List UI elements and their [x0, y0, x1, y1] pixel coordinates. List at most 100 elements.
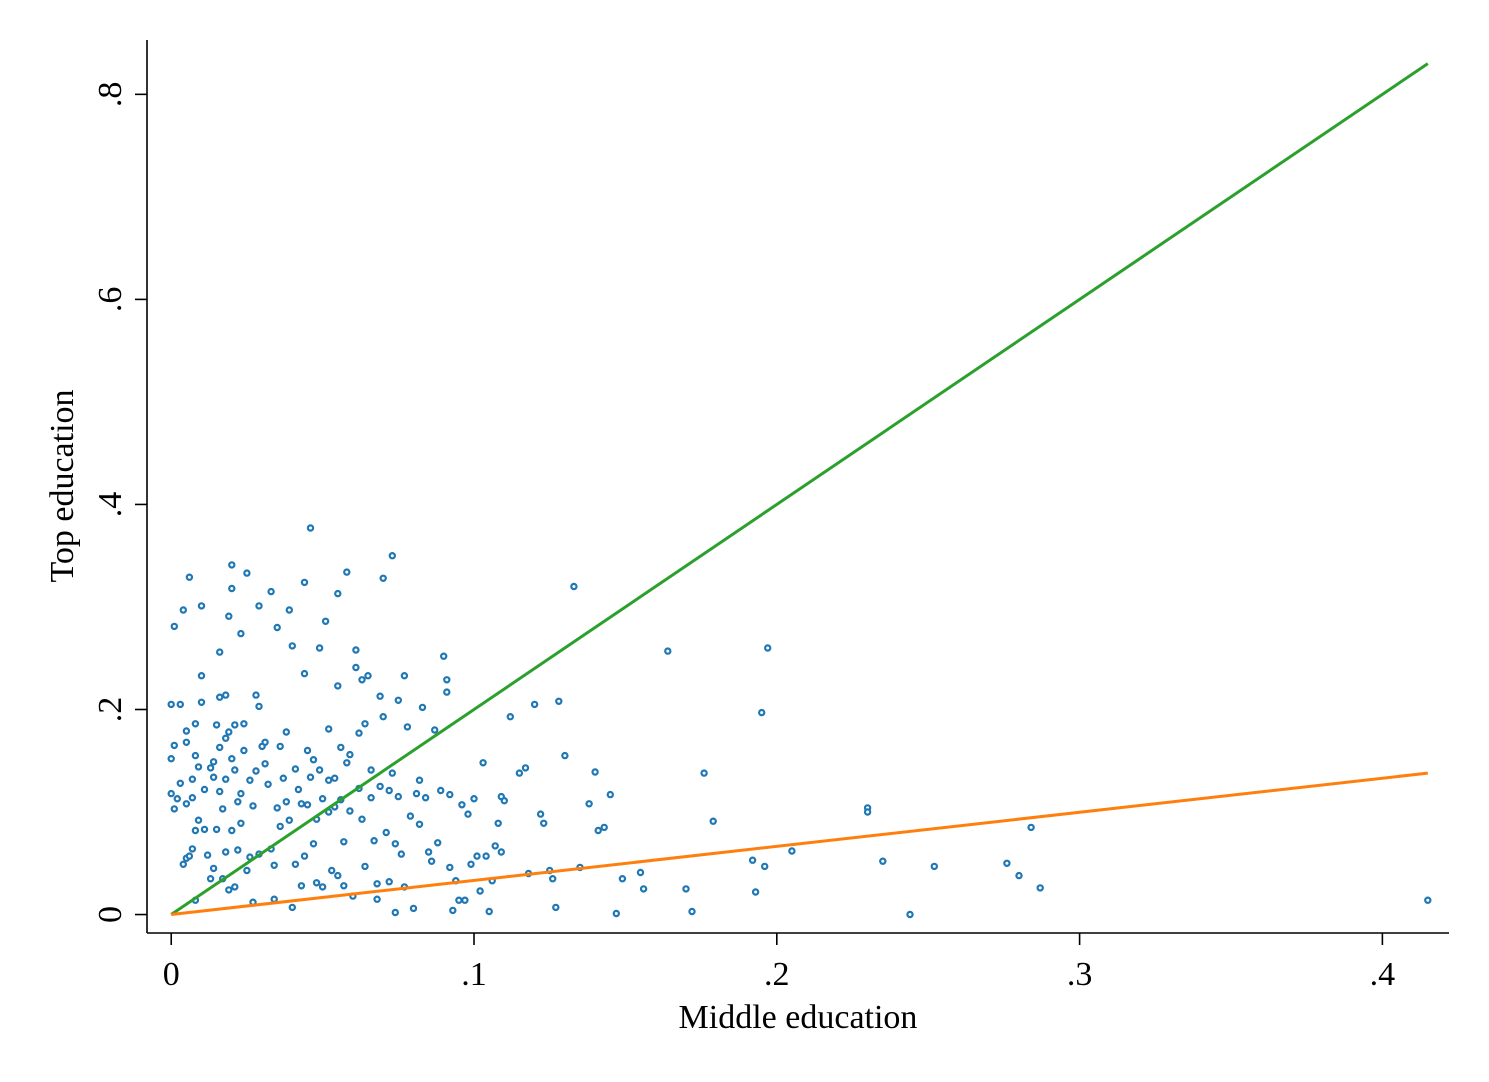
- data-point: [373, 880, 381, 888]
- y-tick-label: 0: [92, 906, 129, 923]
- x-axis: 0 .1 .2 .3 .4: [147, 932, 1449, 993]
- data-point: [176, 700, 184, 709]
- data-point: [191, 720, 200, 728]
- data-point: [473, 852, 481, 860]
- data-point: [225, 886, 233, 894]
- data-point: [261, 738, 269, 747]
- data-point: [340, 882, 348, 890]
- data-point: [249, 802, 257, 810]
- data-point: [212, 721, 221, 729]
- data-point: [185, 852, 194, 860]
- data-point: [1027, 823, 1035, 832]
- data-point: [270, 895, 278, 903]
- data-point: [618, 875, 627, 883]
- data-point: [191, 751, 200, 760]
- data-point: [358, 676, 366, 684]
- data-point: [431, 726, 439, 734]
- data-point: [325, 776, 333, 784]
- data-point: [682, 885, 690, 893]
- data-point: [234, 846, 242, 854]
- data-point: [394, 792, 402, 801]
- data-point: [270, 861, 278, 870]
- data-point: [561, 751, 569, 760]
- data-point: [200, 785, 209, 794]
- data-point: [521, 764, 530, 772]
- data-point: [449, 906, 457, 915]
- data-point: [215, 648, 224, 656]
- data-point: [403, 723, 412, 731]
- data-point: [424, 848, 433, 856]
- data-point: [437, 786, 445, 795]
- y-axis-title: Top education: [44, 389, 81, 582]
- fit-line-1: [170, 62, 1429, 916]
- data-point: [312, 879, 321, 887]
- data-point: [540, 819, 548, 828]
- data-point: [446, 863, 454, 872]
- data-point: [427, 857, 436, 865]
- x-tick-label: .1: [461, 956, 487, 993]
- data-point: [179, 606, 187, 614]
- data-point: [273, 804, 281, 812]
- data-point: [340, 838, 348, 846]
- data-point: [318, 795, 327, 803]
- data-point: [391, 840, 399, 848]
- data-point: [370, 837, 378, 845]
- data-point: [176, 779, 184, 788]
- data-point: [276, 822, 284, 831]
- data-point: [255, 602, 263, 610]
- data-point: [497, 848, 505, 856]
- data-point: [385, 878, 393, 886]
- data-point: [788, 847, 796, 855]
- data-point: [309, 756, 318, 764]
- data-point: [209, 773, 218, 781]
- data-point: [636, 868, 645, 877]
- data-point: [355, 729, 363, 737]
- y-tick-label: .8: [92, 82, 129, 108]
- data-point: [228, 755, 236, 763]
- data-point: [303, 746, 312, 755]
- y-tick-label: .4: [92, 492, 129, 518]
- data-point: [400, 672, 409, 680]
- data-point: [485, 907, 493, 916]
- data-point: [331, 774, 339, 782]
- data-point: [758, 708, 766, 717]
- data-point: [264, 780, 272, 789]
- data-point: [549, 875, 557, 883]
- x-tick-label: 0: [163, 956, 180, 993]
- data-point: [228, 584, 236, 593]
- data-point: [412, 789, 421, 798]
- data-point: [203, 851, 212, 859]
- data-point: [179, 860, 187, 869]
- data-point: [461, 896, 469, 904]
- data-point: [285, 606, 293, 614]
- data-point: [688, 907, 696, 916]
- data-point: [215, 743, 224, 752]
- data-point: [300, 669, 309, 678]
- plot-area: [167, 62, 1432, 919]
- data-point: [421, 794, 430, 802]
- data-point: [291, 765, 300, 773]
- data-point: [315, 644, 324, 652]
- y-tick-label: .2: [92, 697, 129, 723]
- data-point: [188, 775, 197, 783]
- data-point: [700, 769, 708, 777]
- data-point: [197, 698, 206, 707]
- data-point: [536, 810, 545, 818]
- data-point: [388, 769, 396, 777]
- data-point: [530, 700, 539, 709]
- data-point: [228, 561, 236, 569]
- data-point: [228, 826, 236, 835]
- data-point: [297, 800, 306, 808]
- data-point: [240, 746, 248, 755]
- fit-lines: [170, 62, 1429, 916]
- data-point: [879, 857, 887, 865]
- scatter-points: [167, 524, 1432, 919]
- data-point: [325, 725, 333, 733]
- data-point: [309, 840, 318, 848]
- data-point: [418, 703, 427, 712]
- data-point: [1036, 884, 1044, 892]
- data-point: [282, 728, 290, 736]
- data-point: [346, 750, 354, 759]
- data-point: [209, 864, 218, 873]
